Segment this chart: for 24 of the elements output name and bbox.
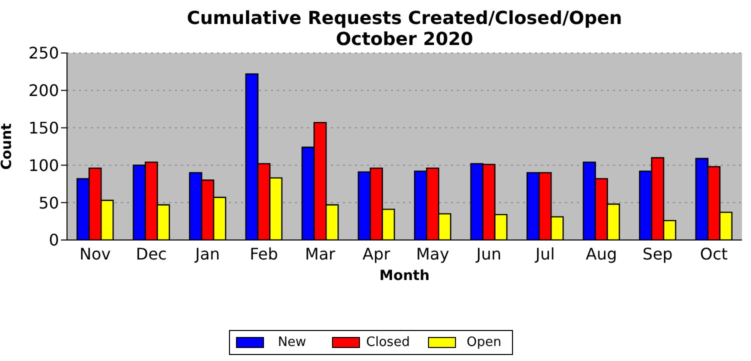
x-tick-label: Aug (586, 244, 617, 264)
chart-title: Cumulative Requests Created/Closed/Open October 2020 (186, 8, 624, 50)
x-axis-title: Month (379, 268, 430, 284)
legend-label: Open (466, 335, 502, 350)
x-tick-label: Dec (136, 244, 167, 264)
y-tick-label: 0 (48, 230, 59, 250)
x-tick-label: Jun (475, 244, 502, 264)
y-tick-label: 150 (28, 118, 59, 138)
x-tick-label: Mar (305, 244, 336, 264)
x-tick-label: Nov (80, 244, 111, 264)
x-tick-label: Apr (362, 244, 391, 264)
y-tick-label: 200 (28, 81, 59, 100)
y-tick-label: 100 (28, 156, 59, 175)
y-axis-title: Count (0, 122, 15, 170)
x-tick-label: Jan (194, 244, 220, 264)
y-tick-label: 250 (28, 44, 59, 63)
x-tick-label: Feb (250, 244, 278, 264)
x-tick-label: May (416, 244, 450, 264)
legend-label: Closed (366, 335, 410, 350)
x-tick-label: Sep (642, 244, 673, 264)
x-tick-label: Oct (700, 244, 728, 264)
x-tick-label: Jul (534, 244, 555, 264)
legend-label: New (276, 335, 308, 350)
y-tick-label: 50 (38, 193, 59, 212)
